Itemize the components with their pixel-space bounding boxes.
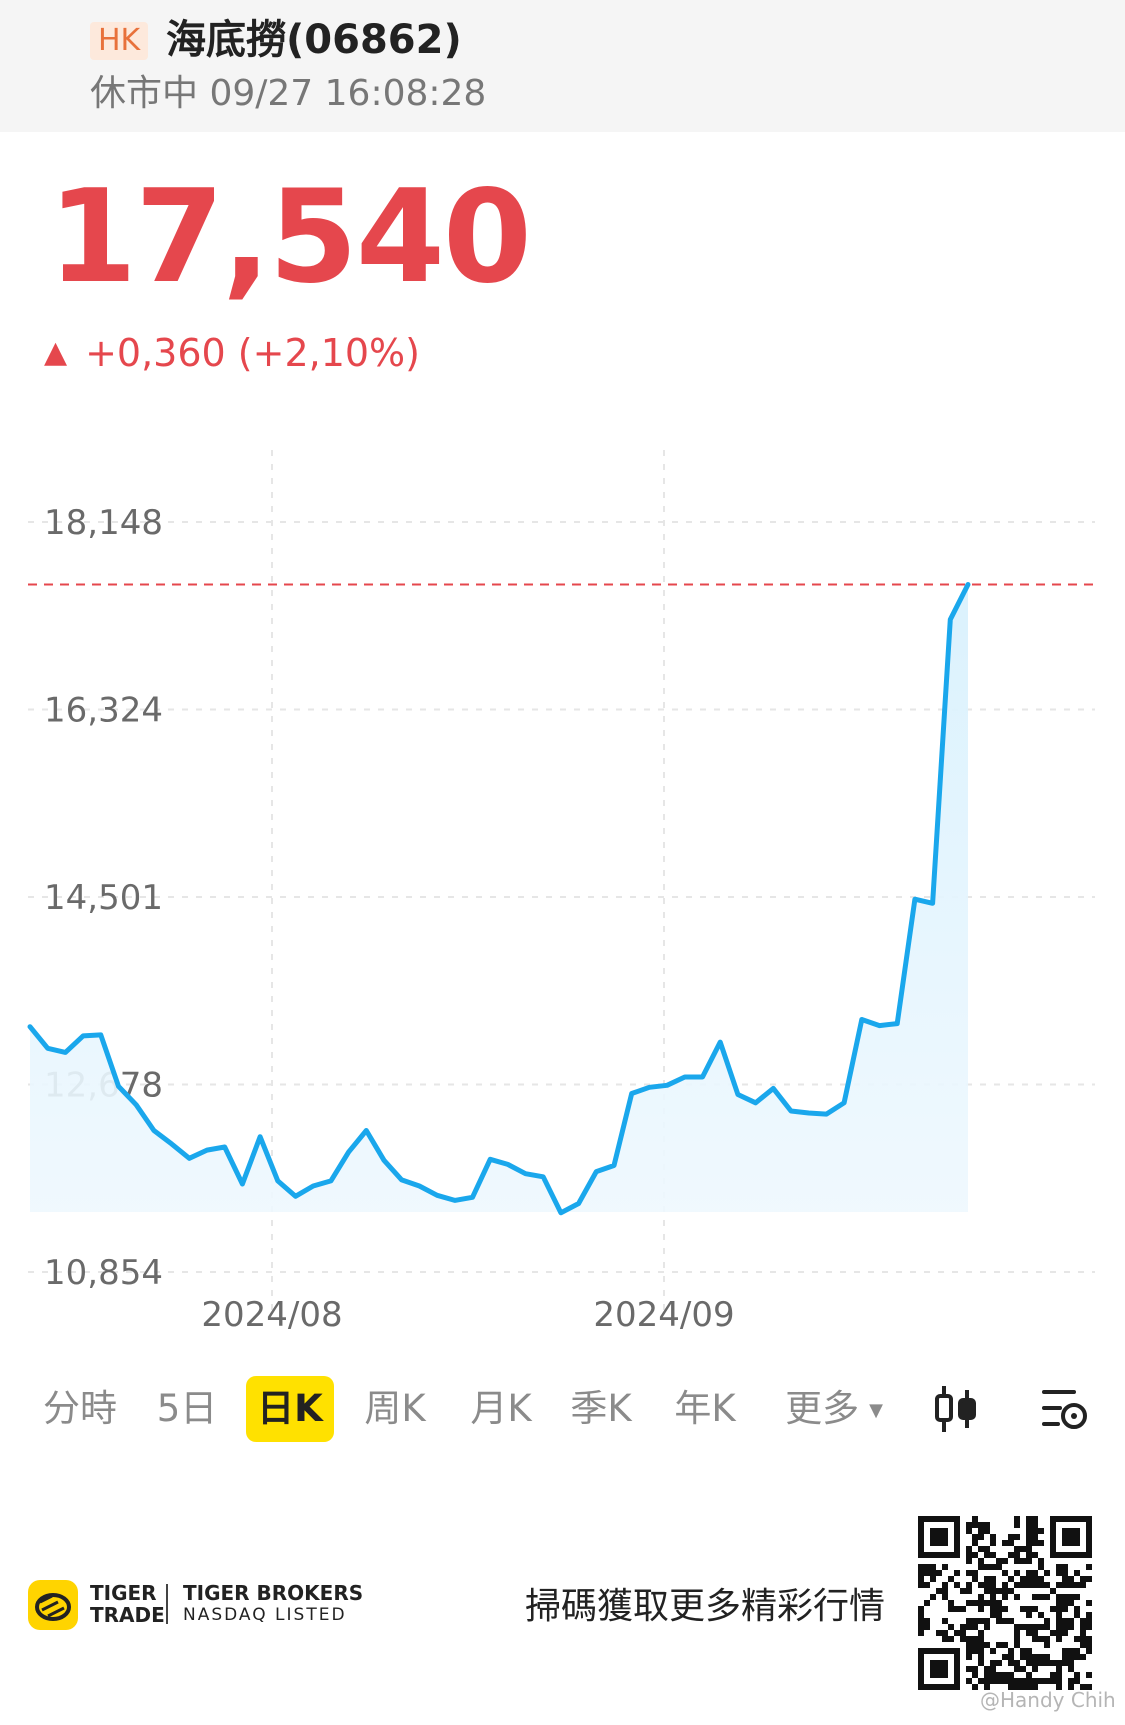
price-data-point [169,1141,174,1146]
brand-line-1: TIGER [90,1581,157,1605]
tab-more-label: 更多 [785,1387,860,1430]
chart-settings-icon[interactable] [1040,1384,1090,1438]
header: HK 海底撈(06862) 休市中 09/27 16:08:28 [0,0,1125,132]
change-value: +0,360 (+2,10%) [85,331,420,375]
price-data-point [541,1174,546,1179]
price-data-point [859,1017,864,1022]
price-data-point [930,901,935,906]
price-data-point [594,1169,599,1174]
price-data-point [612,1163,617,1168]
y-tick-label: 14,501 [44,878,163,918]
tab-quarterly-k[interactable]: 季K [570,1387,632,1430]
chart-svg[interactable]: 18,14816,32414,50112,67810,8542024/08202… [0,440,1125,1340]
price-area-fill [30,584,968,1213]
brand-line-2: TRADE [90,1603,165,1627]
y-tick-label: 16,324 [44,691,163,731]
price-data-point [382,1158,387,1163]
footer: TIGER TRADE TIGER BROKERS NASDAQ LISTED … [0,1500,1125,1725]
price-data-point [293,1194,298,1199]
x-tick-label: 2024/08 [201,1295,342,1335]
price-data-point [187,1156,192,1161]
price-data-point [205,1148,210,1153]
tab-intraday[interactable]: 分時 [43,1387,117,1430]
tiger-trade-brand: TIGER TRADE [90,1582,165,1626]
price-data-point [523,1171,528,1176]
candlestick-icon[interactable] [934,1384,978,1438]
tab-more[interactable]: 更多 ▼ [776,1376,892,1442]
tiger-brokers-brand: TIGER BROKERS NASDAQ LISTED [183,1582,363,1626]
price-data-point [629,1091,634,1096]
price-data-point [824,1112,829,1117]
price-data-point [735,1092,740,1097]
price-data-point [665,1083,670,1088]
stock-title: 海底撈(06862) [166,17,462,63]
price-data-point [558,1210,563,1215]
caret-down-icon: ▼ [869,1399,883,1421]
price-data-point [700,1075,705,1080]
price-chart[interactable]: 18,14816,32414,50112,67810,8542024/08202… [0,440,1125,1340]
promo-text: 掃碼獲取更多精彩行情 [525,1586,886,1627]
y-tick-label: 18,148 [44,503,163,543]
x-tick-label: 2024/09 [593,1295,734,1335]
price-data-point [488,1157,493,1162]
price-data-point [151,1128,156,1133]
triangle-up-icon: ▲ [44,335,68,370]
market-badge: HK [90,22,149,60]
tab-monthly-k[interactable]: 月K [470,1387,532,1430]
watermark: @Handy Chih [980,1688,1116,1712]
tiger-logo-icon [28,1580,78,1634]
price-data-point [45,1046,50,1051]
price-change: ▲ +0,360 (+2,10%) [44,328,420,378]
price-data-point [877,1023,882,1028]
price-data-point [647,1085,652,1090]
price-data-point [28,1024,33,1029]
brand-divider [166,1584,168,1624]
qr-code-icon[interactable] [918,1516,1092,1694]
tab-weekly-k[interactable]: 周K [364,1387,426,1430]
price-data-point [346,1150,351,1155]
price-data-point [806,1111,811,1116]
price-data-point [948,617,953,622]
price-data-point [134,1102,139,1107]
price-data-point [452,1198,457,1203]
price-series-line [27,582,971,1216]
price-data-point [258,1134,263,1139]
price-data-point [682,1075,687,1080]
price-data-point [576,1201,581,1206]
price-data-point [81,1033,86,1038]
tab-daily-k[interactable]: 日K [246,1376,334,1442]
price-data-point [842,1100,847,1105]
price-data-point [311,1184,316,1189]
price-data-point [275,1178,280,1183]
price-data-point [435,1193,440,1198]
price-data-point [328,1178,333,1183]
price-data-point [116,1084,121,1089]
price-data-point [222,1145,227,1150]
tab-yearly-k[interactable]: 年K [674,1387,736,1430]
period-tabs: 分時 5日 日K 周K 月K 季K 年K 更多 ▼ [0,1370,1125,1450]
market-status: 休市中 09/27 16:08:28 [90,73,487,114]
price-data-point [98,1032,103,1037]
price-data-point [417,1184,422,1189]
brand2-line-2: NASDAQ LISTED [183,1605,347,1625]
y-tick-label: 10,854 [44,1253,163,1293]
price-data-point [718,1040,723,1045]
price-data-point [912,897,917,902]
price-data-point [895,1021,900,1026]
price-data-point [399,1177,404,1182]
price-data-point [966,582,971,587]
price-data-point [364,1128,369,1133]
price-data-point [771,1086,776,1091]
price-data-point [789,1109,794,1114]
current-price: 17,540 [48,163,532,312]
brand2-line-1: TIGER BROKERS [183,1581,364,1605]
price-data-point [753,1100,758,1105]
price-data-point [240,1182,245,1187]
price-data-point [505,1162,510,1167]
price-data-point [63,1050,68,1055]
price-data-point [470,1195,475,1200]
tab-5day[interactable]: 5日 [156,1387,218,1430]
